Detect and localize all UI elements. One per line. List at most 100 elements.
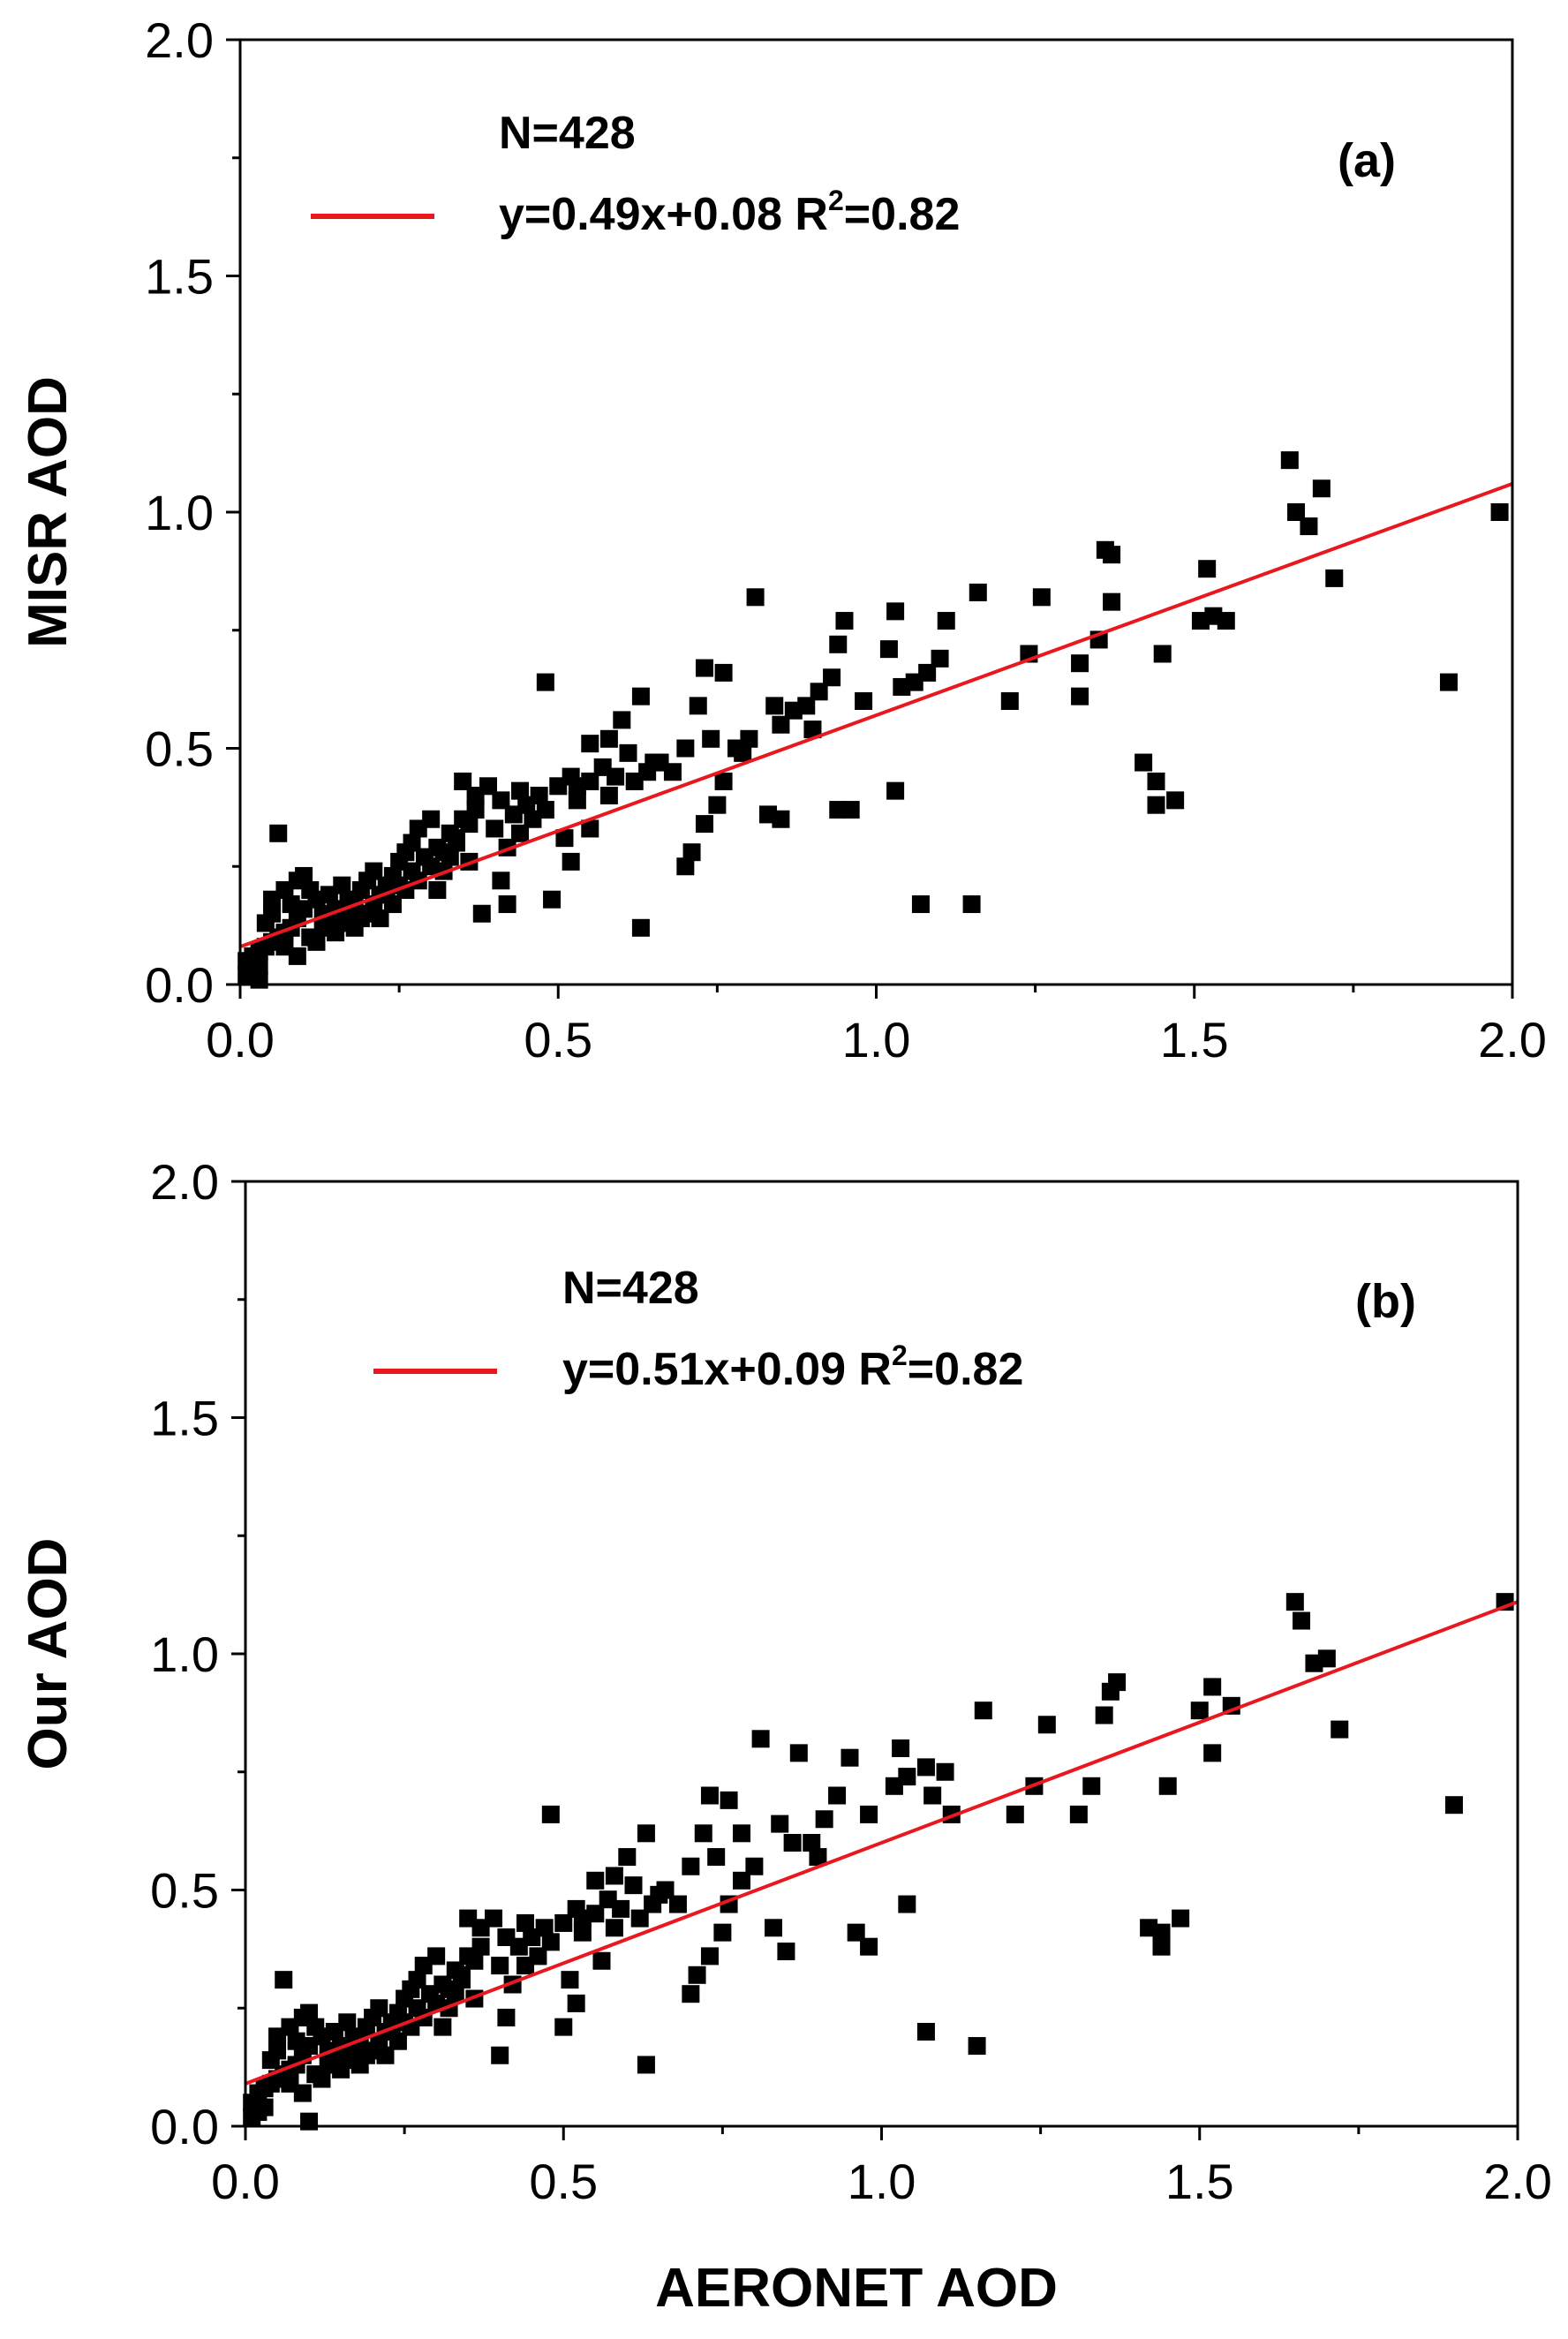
data-point-a [708, 796, 727, 814]
data-point-b [497, 1928, 516, 1946]
data-point-b [1190, 1701, 1209, 1720]
x-tick-label-b: 1.0 [848, 2154, 916, 2209]
y-tick-label-a: 0.5 [145, 721, 214, 777]
data-point-a [466, 787, 485, 804]
data-point-a [428, 881, 447, 899]
data-point-a [1147, 772, 1165, 790]
data-point-b [541, 1805, 560, 1823]
scatter-panel-b: 0.00.0 0.5 0.5 1.0 1.0 1.5 1.5 2.0 2.0 Our AOD N… [18, 1154, 1552, 2209]
data-point-b [459, 1909, 478, 1928]
data-point-a [486, 819, 504, 838]
data-point-a [855, 692, 873, 710]
data-point-b [898, 1895, 916, 1913]
data-point-b [433, 1975, 452, 1994]
x-tick-label-a: 0.5 [524, 1012, 592, 1068]
data-point-a [829, 801, 848, 819]
data-point-b [682, 1985, 700, 2003]
data-point-b [916, 2023, 935, 2041]
x-tick-label-b: 2.0 [1483, 2154, 1552, 2209]
data-point-a [1071, 687, 1089, 705]
data-point-a [1153, 645, 1172, 663]
data-point-b [605, 1867, 623, 1885]
points-group-a [237, 451, 1509, 989]
data-point-a [1198, 560, 1217, 578]
data-point-a [549, 777, 568, 796]
data-point-b [471, 1937, 490, 1956]
y-tick-label-a: 2.0 [145, 12, 214, 68]
data-point-a [765, 697, 784, 715]
data-point-a [1312, 479, 1331, 498]
data-point-a [702, 729, 720, 748]
equation-r2-b: =0.82 [908, 1344, 1024, 1395]
data-point-a [772, 810, 790, 828]
data-point-a [511, 824, 530, 842]
data-point-b [433, 2018, 452, 2036]
data-point-a [1287, 503, 1306, 521]
x-axis-label: AERONET AOD [655, 2258, 1058, 2319]
data-point-b [1037, 1716, 1056, 1734]
data-point-b [586, 1871, 605, 1890]
data-point-b [1095, 1706, 1113, 1724]
data-point-b [694, 1824, 712, 1843]
data-point-a [492, 791, 510, 810]
data-point-a [645, 753, 663, 772]
data-point-a [1032, 588, 1051, 607]
data-point-b [1152, 1937, 1171, 1956]
data-point-a [1103, 546, 1121, 564]
x-tick-label-a: 1.0 [842, 1012, 911, 1068]
data-point-b [916, 1758, 935, 1777]
panel-label-a: (a) [1338, 134, 1396, 187]
x-tick-label-b: 1.5 [1165, 2154, 1234, 2209]
data-point-a [1071, 654, 1089, 673]
data-point-b [783, 1834, 802, 1852]
n-count-label-a: N=428 [499, 108, 636, 159]
data-point-b [1152, 1923, 1171, 1942]
data-point-b [1203, 1678, 1222, 1696]
data-point-b [637, 2056, 655, 2074]
data-point-a [1300, 517, 1318, 536]
regression-equation-a: y=0.49x+0.08 R2=0.82 [499, 185, 960, 240]
data-point-a [746, 588, 765, 607]
y-tick-label-b: 2.0 [150, 1154, 219, 1210]
data-point-b [497, 2008, 516, 2026]
data-point-b [688, 1966, 706, 1984]
data-point-a [1135, 753, 1153, 772]
data-point-a [937, 612, 955, 630]
data-point-b [624, 1876, 643, 1895]
data-point-b [860, 1805, 878, 1823]
y-tick-label-b: 0.0 [150, 2099, 219, 2154]
data-point-b [1203, 1744, 1222, 1762]
data-point-a [536, 801, 554, 819]
data-point-a [962, 895, 981, 914]
data-point-b [605, 1919, 623, 1937]
data-point-a [333, 876, 351, 894]
data-point-b [491, 1957, 509, 1975]
data-point-b [300, 2112, 319, 2131]
data-point-a [893, 677, 911, 696]
data-point-b [860, 1937, 878, 1956]
data-point-a [282, 895, 300, 914]
points-group-b [243, 1593, 1514, 2131]
data-point-b [1305, 1654, 1323, 1672]
data-point-b [332, 2060, 351, 2079]
data-point-a [829, 635, 848, 653]
data-point-a [543, 890, 562, 909]
data-point-b [408, 1999, 426, 2018]
data-point-b [682, 1857, 700, 1875]
data-point-a [409, 819, 427, 838]
data-point-a [969, 583, 987, 601]
data-point-a [911, 895, 930, 914]
data-point-a [1439, 673, 1458, 691]
data-point-b [338, 2013, 357, 2032]
data-point-a [599, 729, 618, 748]
data-point-a [327, 924, 345, 942]
data-point-b [765, 1919, 783, 1937]
data-point-b [700, 1947, 719, 1966]
data-point-a [714, 663, 733, 682]
data-point-a [403, 862, 421, 880]
tick-labels-b: 0.00.0 0.5 0.5 1.0 1.0 1.5 1.5 2.0 2.0 [150, 1154, 1552, 2209]
data-point-a [879, 640, 898, 659]
equation-text-a: y=0.49x+0.08 R [499, 189, 828, 240]
data-point-b [618, 1848, 637, 1867]
data-point-a [441, 824, 459, 842]
